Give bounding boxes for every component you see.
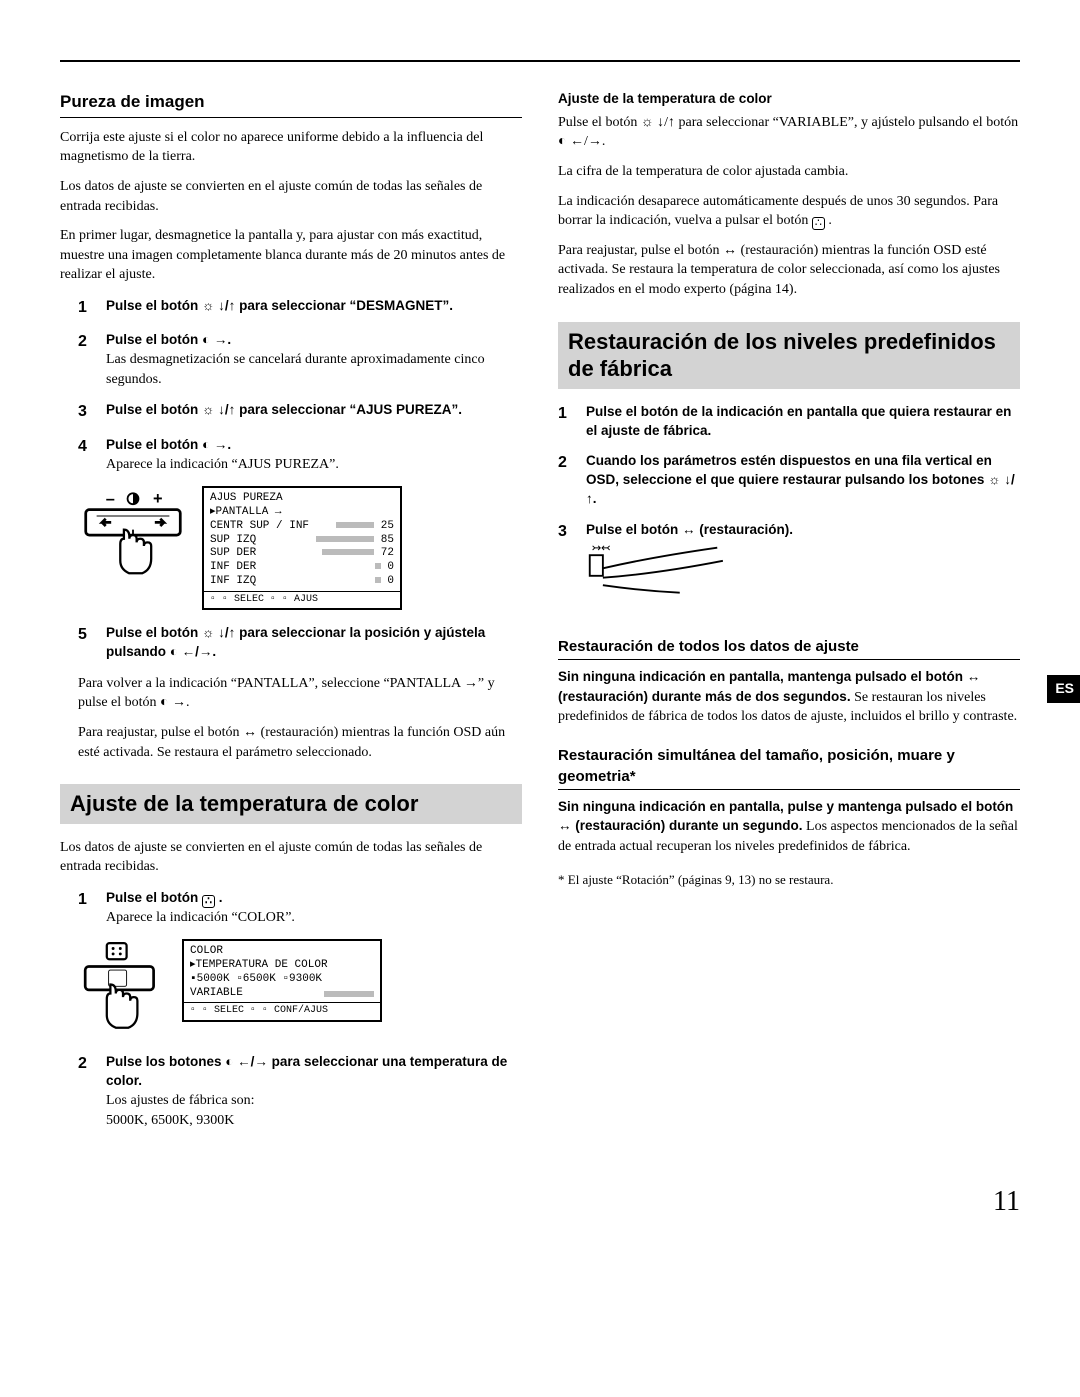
section-restore-title: Restauración de los niveles predefinidos…: [558, 322, 1020, 389]
step-number: 3: [558, 521, 576, 606]
step-text: Pulse el botón ☼ ↓/↑ para seleccionar la…: [106, 624, 522, 662]
osd-label: INF DER: [210, 561, 256, 575]
osd-bar: [336, 522, 374, 528]
section-color-title: Ajuste de la temperatura de color: [60, 784, 522, 824]
two-column-layout: Pureza de imagen Corrija este ajuste si …: [60, 90, 1020, 1142]
step-5: 5 Pulse el botón ☼ ↓/↑ para seleccionar …: [78, 624, 522, 662]
pureza-steps-cont: 5 Pulse el botón ☼ ↓/↑ para seleccionar …: [78, 624, 522, 662]
svg-text:–: –: [106, 490, 115, 508]
hand-button-icon: [78, 939, 168, 1039]
sub-restore-all-title: Restauración de todos los datos de ajust…: [558, 636, 1020, 660]
osd-bar: [375, 577, 381, 583]
step-number: 2: [78, 331, 96, 389]
step-1: 1 Pulse el botón de la indicación en pan…: [558, 403, 1020, 441]
right-column: Ajuste de la temperatura de color Pulse …: [558, 90, 1020, 1142]
figure-button-osd-1: – + AJUS PUREZA ▸PANTALLA → CENTR SUP / …: [78, 486, 522, 610]
osd-bar: [322, 549, 374, 555]
step-text: Pulse el botón de la indicación en panta…: [586, 403, 1020, 441]
color-button-icon: ∴: [812, 217, 825, 230]
right-p1: Pulse el botón ☼ ↓/↑ para seleccionar “V…: [558, 113, 1020, 152]
step-number: 3: [78, 401, 96, 423]
figure-button-osd-2: COLOR ▸TEMPERATURA DE COLOR ▪5000K ▫6500…: [78, 939, 522, 1039]
step-2: 2 Pulse el botón ◐ →. Las desmagnetizaci…: [78, 331, 522, 389]
osd-line: ▪5000K ▫6500K ▫9300K: [190, 973, 374, 987]
step-desc: Los ajustes de fábrica son:: [106, 1091, 522, 1111]
pureza-steps: 1 Pulse el botón ☼ ↓/↑ para seleccionar …: [78, 297, 522, 474]
right-p3: La indicación desaparece automáticamente…: [558, 192, 1020, 231]
step-number: 1: [78, 297, 96, 319]
step-1: 1 Pulse el botón ☼ ↓/↑ para seleccionar …: [78, 297, 522, 319]
osd-pureza: AJUS PUREZA ▸PANTALLA → CENTR SUP / INF …: [202, 486, 402, 610]
step-text: Cuando los parámetros estén dispuestos e…: [586, 452, 1020, 509]
step-3: 3 Pulse el botón ☼ ↓/↑ para seleccionar …: [78, 401, 522, 423]
right-p4: Para reajustar, pulse el botón ↔ (restau…: [558, 241, 1020, 300]
osd-line: ▸PANTALLA →: [210, 506, 394, 520]
osd-label: SUP IZQ: [210, 534, 256, 548]
osd-title: COLOR: [190, 945, 374, 959]
osd-val: 85: [381, 534, 394, 546]
step-text: Pulse el botón ◐ →.: [106, 331, 522, 350]
osd-line: VARIABLE: [190, 987, 243, 1001]
osd-val: 0: [387, 561, 394, 573]
left-column: Pureza de imagen Corrija este ajuste si …: [60, 90, 522, 1142]
hand-button-icon: – +: [78, 486, 188, 586]
right-subhead-1: Ajuste de la temperatura de color: [558, 90, 1020, 109]
sub-restore-geom-title: Restauración simultánea del tamaño, posi…: [558, 745, 1020, 790]
page-number: 11: [60, 1182, 1020, 1221]
color-steps-2: 2 Pulse los botones ◐ ←/→ para seleccion…: [78, 1053, 522, 1130]
step-3: 3 Pulse el botón ↔ (restauración). ↣↢: [558, 521, 1020, 606]
step-number: 4: [78, 436, 96, 474]
step-number: 2: [558, 452, 576, 509]
step-desc: Aparece la indicación “AJUS PUREZA”.: [106, 455, 522, 475]
osd-label: INF IZQ: [210, 575, 256, 589]
osd-bar: [316, 536, 374, 542]
svg-text:↣↢: ↣↢: [592, 542, 611, 554]
step-text: Pulse los botones ◐ ←/→ para seleccionar…: [106, 1053, 522, 1091]
osd-footer: ▫ ▫ SELEC ▫ ▫ AJUS: [204, 591, 400, 609]
osd-bar: [375, 563, 381, 569]
section-pureza-title: Pureza de imagen: [60, 90, 522, 118]
step-desc: Aparece la indicación “COLOR”.: [106, 908, 522, 928]
svg-text:+: +: [153, 490, 163, 508]
step-desc: Las desmagnetización se cancelará durant…: [106, 350, 522, 389]
pureza-p4: Para volver a la indicación “PANTALLA”, …: [78, 674, 522, 713]
language-tab: ES: [1047, 675, 1080, 703]
restore-steps: 1 Pulse el botón de la indicación en pan…: [558, 403, 1020, 606]
top-rule: [60, 60, 1020, 62]
step-desc: 5000K, 6500K, 9300K: [106, 1111, 522, 1131]
pureza-p3: En primer lugar, desmagnetice la pantall…: [60, 226, 522, 285]
step-text: Pulse el botón ◐ →.: [106, 436, 522, 455]
osd-color: COLOR ▸TEMPERATURA DE COLOR ▪5000K ▫6500…: [182, 939, 382, 1022]
color-p1: Los datos de ajuste se convierten en el …: [60, 838, 522, 877]
step-text: Pulse el botón ∴ .: [106, 889, 522, 908]
color-steps: 1 Pulse el botón ∴ . Aparece la indicaci…: [78, 889, 522, 928]
step-1: 1 Pulse el botón ∴ . Aparece la indicaci…: [78, 889, 522, 928]
osd-val: 25: [381, 520, 394, 532]
step-2: 2 Cuando los parámetros estén dispuestos…: [558, 452, 1020, 509]
step-text: Pulse el botón ☼ ↓/↑ para seleccionar “D…: [106, 297, 522, 316]
step-number: 1: [78, 889, 96, 928]
color-button-icon: ∴: [202, 895, 215, 908]
pureza-p5: Para reajustar, pulse el botón ↔ (restau…: [78, 723, 522, 762]
right-p2: La cifra de la temperatura de color ajus…: [558, 162, 1020, 182]
step-4: 4 Pulse el botón ◐ →. Aparece la indicac…: [78, 436, 522, 474]
osd-footer: ▫ ▫ SELEC ▫ ▫ CONF/AJUS: [184, 1002, 380, 1020]
osd-label: CENTR SUP / INF: [210, 520, 309, 534]
pureza-p1: Corrija este ajuste si el color no apare…: [60, 128, 522, 167]
hand-stylus-icon: ↣↢: [586, 540, 736, 606]
step-number: 5: [78, 624, 96, 662]
pureza-p2: Los datos de ajuste se convierten en el …: [60, 177, 522, 216]
step-number: 1: [558, 403, 576, 441]
step-number: 2: [78, 1053, 96, 1130]
footnote: * El ajuste “Rotación” (páginas 9, 13) n…: [558, 871, 1020, 889]
osd-bar: [324, 991, 374, 997]
step-2: 2 Pulse los botones ◐ ←/→ para seleccion…: [78, 1053, 522, 1130]
osd-val: 72: [381, 547, 394, 559]
step-text: Pulse el botón ↔ (restauración).: [586, 521, 1020, 540]
step-text: Pulse el botón ☼ ↓/↑ para seleccionar “A…: [106, 401, 522, 420]
osd-title: AJUS PUREZA: [210, 492, 394, 506]
osd-line: ▸TEMPERATURA DE COLOR: [190, 959, 374, 973]
osd-val: 0: [387, 575, 394, 587]
osd-label: SUP DER: [210, 547, 256, 561]
